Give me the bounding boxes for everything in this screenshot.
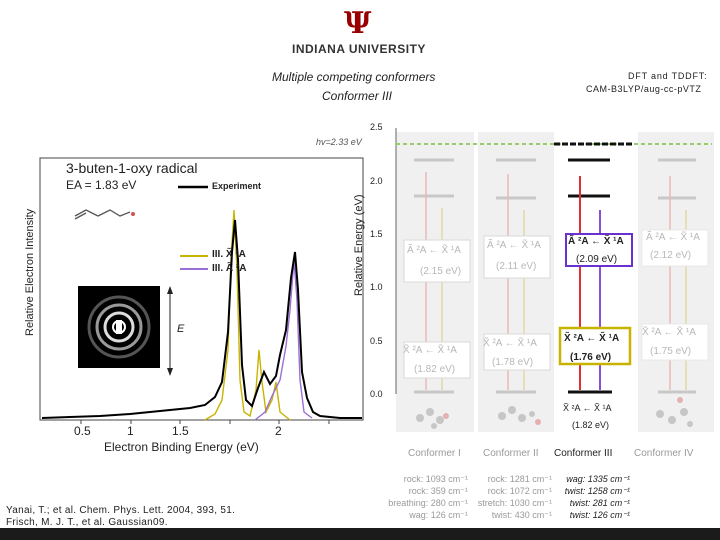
conf2-lower-value: (1.78 eV) bbox=[492, 357, 534, 368]
simulated-x-curve bbox=[204, 209, 291, 421]
legend-x-label: III. X̃ ²A bbox=[212, 249, 246, 260]
conf2-upper-value: (2.11 eV) bbox=[496, 261, 537, 272]
conf3-upper-value: (2.09 eV) bbox=[576, 254, 618, 265]
conf1-frequencies: rock: 1093 cm⁻¹ rock: 359 cm⁻¹ breathing… bbox=[376, 473, 468, 521]
conf3-lower-value: (1.76 eV) bbox=[570, 352, 612, 363]
title-line1: Multiple competing conformers bbox=[272, 70, 436, 84]
conf2-freq-3: twist: 430 cm⁻¹ bbox=[491, 510, 552, 520]
legend-a-label: III. Ã ²A bbox=[212, 263, 247, 274]
conformer-1-label: Conformer I bbox=[408, 448, 461, 459]
method-line1: DFT and TDDFT: bbox=[628, 71, 708, 81]
molecule-name: 3-buten-1-oxy radical bbox=[66, 160, 198, 176]
molecule-skeleton bbox=[74, 209, 131, 217]
method-line2: CAM-B3LYP/aug-cc-pVTZ bbox=[586, 84, 702, 94]
university-name: INDIANA UNIVERSITY bbox=[292, 42, 426, 56]
conf3-freq-3: twist: 126 cm⁻¹ bbox=[569, 510, 630, 520]
simulated-a-curve bbox=[254, 259, 313, 421]
conf2-frequencies: rock: 1281 cm⁻¹ rock: 1072 cm⁻¹ stretch:… bbox=[468, 473, 552, 521]
conf3-upper-trans: Ã ²A ← X̃ ¹A bbox=[568, 236, 624, 247]
spectrum-ylabel: Relative Electron Intensity bbox=[24, 208, 36, 336]
spectrum-xlabel: Electron Binding Energy (eV) bbox=[104, 440, 259, 454]
spectrum-xtick-2: 1.5 bbox=[172, 424, 189, 438]
conf3-lower-box bbox=[558, 326, 632, 366]
energy-ytick-5: 0.0 bbox=[370, 389, 383, 399]
spectrum-xtick-1: 1 bbox=[127, 424, 134, 438]
energy-ytick-0: 2.5 bbox=[370, 122, 383, 132]
energy-ytick-3: 1.0 bbox=[370, 282, 383, 292]
conf1-upper-trans: Ã ²A ← X̃ ¹A bbox=[407, 245, 461, 256]
conformer-2-label: Conformer II bbox=[483, 448, 539, 459]
photoelectron-spectrum bbox=[39, 157, 364, 424]
conf4-lower-trans: X̃ ²A ← X̃ ¹A bbox=[642, 327, 696, 338]
energy-ytick-4: 0.5 bbox=[370, 336, 383, 346]
energy-ytick-2: 1.5 bbox=[370, 229, 383, 239]
conf1-freq-3: wag: 126 cm⁻¹ bbox=[409, 510, 468, 520]
energy-ytick-1: 2.0 bbox=[370, 176, 383, 186]
footer-bar bbox=[0, 528, 720, 540]
conf2-upper-box bbox=[483, 235, 551, 279]
conf1-upper-value: (2.15 eV) bbox=[420, 266, 462, 277]
conf1-freq-1: rock: 359 cm⁻¹ bbox=[408, 486, 468, 496]
conf4-lower-value: (1.75 eV) bbox=[650, 346, 692, 357]
conf3-freq-2: twist: 281 cm⁻¹ bbox=[569, 498, 630, 508]
conf2-freq-0: rock: 1281 cm⁻¹ bbox=[487, 474, 552, 484]
photon-energy-label: hv=2.33 eV bbox=[316, 137, 362, 147]
energy-ylabel: Relative Energy (eV) bbox=[353, 194, 365, 297]
reference-2: Frisch, M. J. T., et al. Gaussian09. bbox=[6, 517, 168, 528]
conf2-lower-box bbox=[483, 333, 551, 371]
conf1-freq-0: rock: 1093 cm⁻¹ bbox=[403, 474, 468, 484]
conf2-freq-2: stretch: 1030 cm⁻¹ bbox=[477, 498, 552, 508]
conf3-bottom-value: (1.82 eV) bbox=[572, 420, 610, 430]
spectrum-xtick-3: 2 bbox=[275, 424, 282, 438]
conf1-upper-box bbox=[403, 239, 471, 283]
title-line2: Conformer III bbox=[322, 89, 393, 103]
reference-1: Yanai, T.; et al. Chem. Phys. Lett. 2004… bbox=[6, 505, 236, 516]
energy-level-diagram bbox=[395, 128, 714, 432]
conf3-bottom-trans: X̃ ²A ← X̃ ¹A bbox=[563, 403, 612, 413]
conf4-upper-trans: Ã ²A ← X̃ ¹A bbox=[646, 232, 700, 243]
spectrum-xtick-0: 0.5 bbox=[74, 424, 91, 438]
conf3-freq-0: wag: 1335 cm⁻¹ bbox=[566, 474, 630, 484]
conf4-lower-box bbox=[641, 323, 709, 361]
conf3-freq-1: twist: 1258 cm⁻¹ bbox=[564, 486, 630, 496]
conformer-3-label: Conformer III bbox=[554, 448, 613, 459]
conf1-lower-box bbox=[403, 341, 471, 379]
legend-experiment-label: Experiment bbox=[212, 181, 262, 191]
conf4-upper-box bbox=[641, 229, 709, 267]
conf2-freq-1: rock: 1072 cm⁻¹ bbox=[487, 486, 552, 496]
e-field-label: E bbox=[177, 323, 185, 335]
conf4-upper-value: (2.12 eV) bbox=[650, 250, 692, 261]
conf3-upper-box bbox=[565, 233, 633, 267]
conf1-lower-value: (1.82 eV) bbox=[414, 364, 456, 375]
experiment-curve bbox=[41, 219, 362, 419]
iu-logo-icon: Ψ bbox=[344, 6, 372, 41]
conf2-upper-trans: Ã ²A ← X̃ ¹A bbox=[487, 240, 541, 251]
conf3-lower-trans: X̃ ²A ← X̃ ¹A bbox=[564, 333, 620, 344]
conformer-4-label: Conformer IV bbox=[634, 448, 694, 459]
conf3-frequencies: wag: 1335 cm⁻¹ twist: 1258 cm⁻¹ twist: 2… bbox=[552, 473, 630, 521]
conf1-lower-trans: X̃ ²A ← X̃ ¹A bbox=[403, 345, 457, 356]
conf1-freq-2: breathing: 280 cm⁻¹ bbox=[388, 498, 468, 508]
electron-affinity: EA = 1.83 eV bbox=[66, 178, 137, 192]
conf2-lower-trans: X̃ ²A ← X̃ ¹A bbox=[483, 338, 537, 349]
